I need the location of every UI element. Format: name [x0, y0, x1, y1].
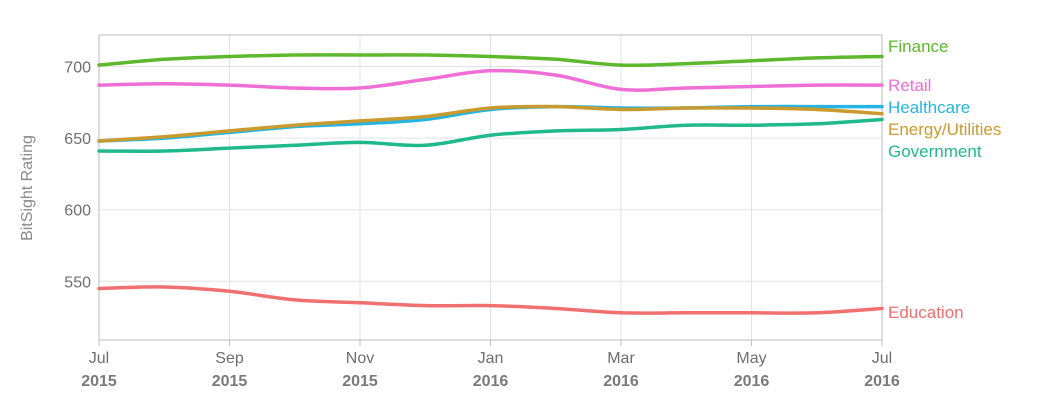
- y-tick-label: 650: [64, 131, 91, 148]
- series-line-education: [97, 285, 884, 315]
- x-tick-month: Sep: [215, 350, 244, 367]
- x-tick-month: Jul: [89, 350, 109, 367]
- series-lines: [97, 53, 884, 315]
- series-label-healthcare: Healthcare: [888, 98, 970, 117]
- plot-border: [98, 34, 883, 341]
- series-label-retail: Retail: [888, 76, 931, 95]
- x-tick-year: 2016: [603, 373, 639, 390]
- x-tick-month: Jan: [478, 350, 504, 367]
- x-tick-month: Jul: [872, 350, 892, 367]
- series-label-government: Government: [888, 142, 982, 161]
- x-tick-year: 2015: [81, 373, 117, 390]
- series-label-education: Education: [888, 303, 964, 322]
- series-line-finance: [97, 53, 884, 68]
- x-tick-month: Nov: [346, 350, 374, 367]
- y-tick-label: 600: [64, 203, 91, 220]
- series-line-energy-utilities: [97, 104, 884, 143]
- x-tick-year: 2015: [342, 373, 378, 390]
- x-tick-labels: Jul 2015 Sep 2015 Nov 2015 Jan 2016 Mar 2016 May 20…: [81, 350, 900, 390]
- y-tick-label: 700: [64, 60, 91, 77]
- x-tick-year: 2016: [473, 373, 509, 390]
- x-tick-month: Mar: [607, 350, 635, 367]
- series-line-retail: [97, 68, 884, 92]
- x-tick-month: May: [736, 350, 766, 367]
- plot-frame: [98, 34, 883, 341]
- series-label-energy-utilities: Energy/Utilities: [888, 120, 1001, 139]
- x-tick-year: 2015: [212, 373, 248, 390]
- y-axis-title: BitSight Rating: [19, 135, 36, 241]
- x-tick-year: 2016: [734, 373, 770, 390]
- grid-lines: [98, 35, 883, 346]
- series-line-government: [97, 117, 884, 153]
- x-tick-year: 2016: [864, 373, 900, 390]
- series-labels: Finance Retail Healthcare Energy/Utilities G…: [888, 37, 1001, 322]
- series-label-finance: Finance: [888, 37, 948, 56]
- y-tick-labels: 550 600 650 700: [64, 60, 91, 292]
- y-tick-label: 550: [64, 274, 91, 291]
